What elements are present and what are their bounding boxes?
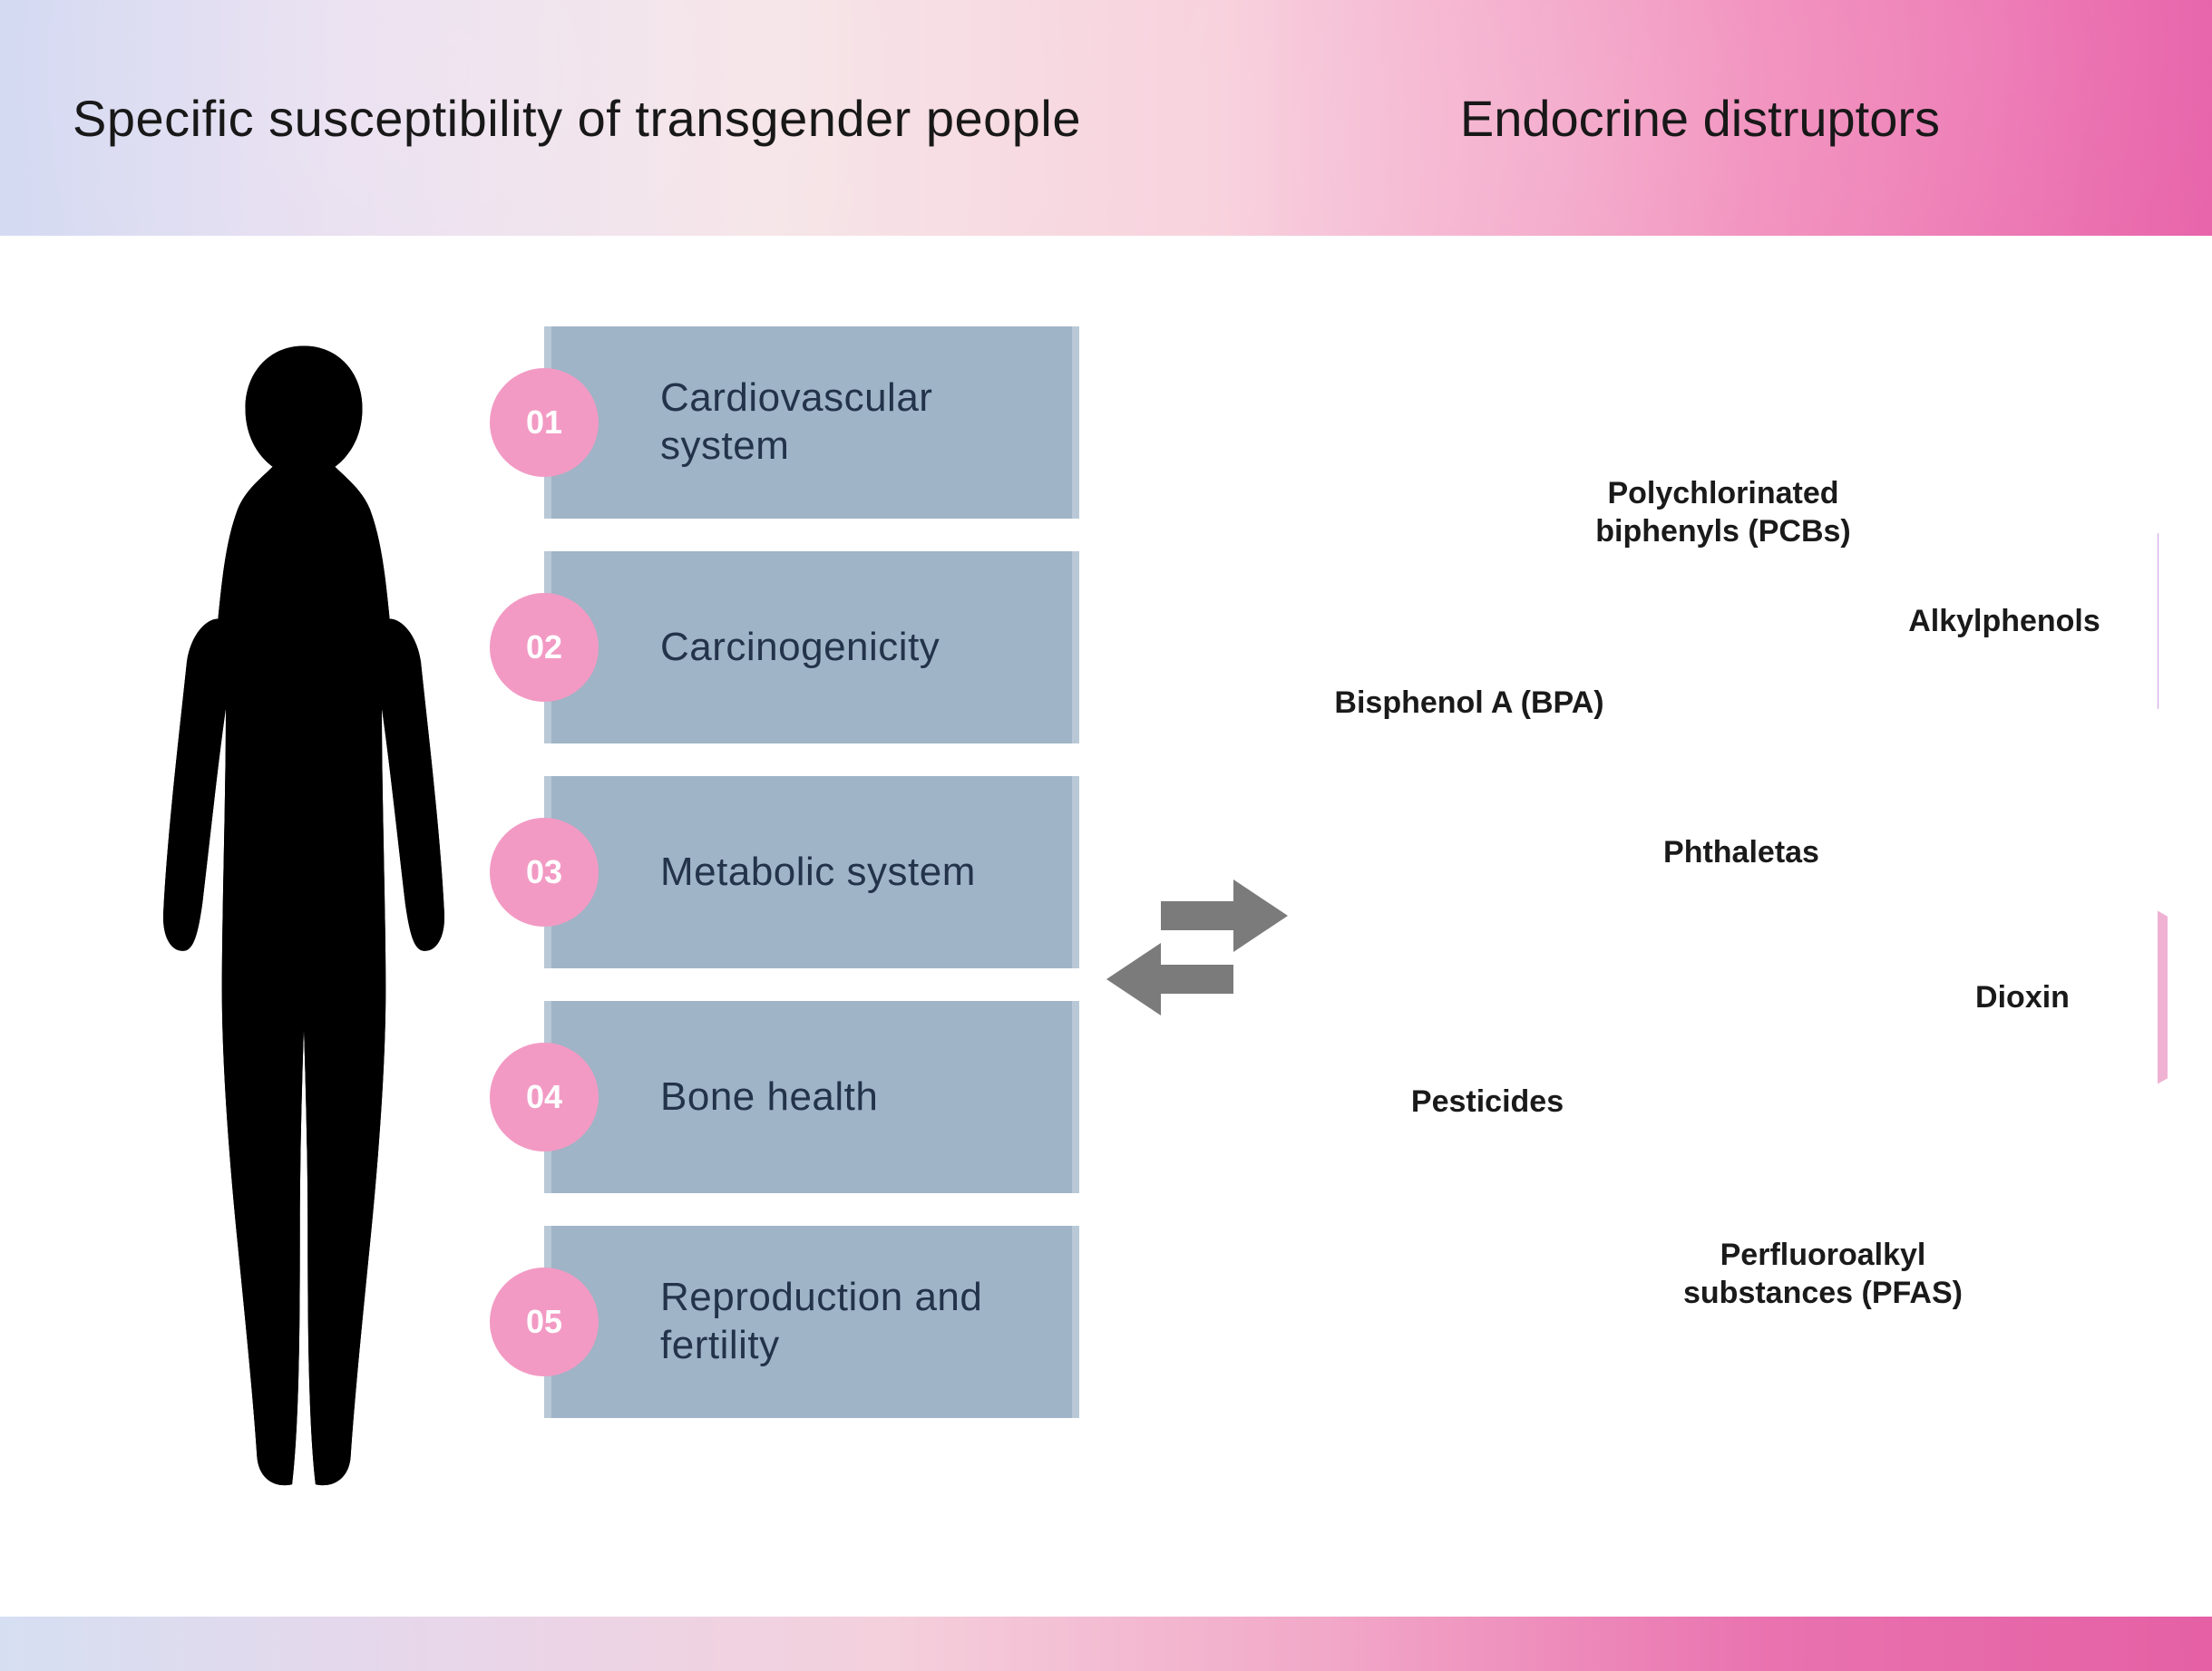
list-item: 04 Bone health — [544, 1001, 1079, 1193]
footer-band — [0, 1617, 2212, 1671]
list-label: Metabolic system — [660, 849, 976, 897]
list-box: Carcinogenicity — [544, 551, 1079, 743]
list-item: 03 Metabolic system — [544, 776, 1079, 968]
hex-label: Pesticides — [1411, 1083, 1564, 1122]
list-item: 05 Reproduction and fertility — [544, 1226, 1079, 1418]
hex-label: Perfluoroalkyl substances (PFAS) — [1678, 1236, 1968, 1313]
list-label: Cardiovascular system — [660, 374, 1045, 471]
body-right-half — [163, 346, 444, 1486]
hex-pesticides: Pesticides — [1315, 907, 1660, 1297]
list-label: Carcinogenicity — [660, 624, 940, 672]
list-item: 02 Carcinogenicity — [544, 551, 1079, 743]
list-label: Bone health — [660, 1074, 878, 1122]
susceptibility-list: 01 Cardiovascular system 02 Carcinogenic… — [544, 326, 1079, 1418]
list-badge: 01 — [490, 368, 599, 477]
bidirectional-arrow-icon — [1106, 852, 1288, 1034]
header-title-right: Endocrine distruptors — [1460, 89, 2139, 148]
hex-label: Polychlorinated biphenyls (PCBs) — [1587, 474, 1859, 551]
list-label: Reproduction and fertility — [660, 1274, 1045, 1370]
list-box: Bone health — [544, 1001, 1079, 1193]
list-item: 01 Cardiovascular system — [544, 326, 1079, 519]
list-box: Reproduction and fertility — [544, 1226, 1079, 1418]
list-badge: 02 — [490, 593, 599, 702]
content-area: 01 Cardiovascular system 02 Carcinogenic… — [54, 272, 2158, 1580]
hex-cluster: Polychlorinated biphenyls (PCBs) Alkylphe… — [1288, 326, 2158, 1496]
body-silhouette — [109, 326, 499, 1496]
header-title-left: Specific susceptibility of transgender p… — [73, 89, 1081, 148]
list-box: Cardiovascular system — [544, 326, 1079, 519]
list-badge: 04 — [490, 1043, 599, 1151]
header-band: Specific susceptibility of transgender p… — [0, 0, 2212, 236]
hex-label: Alkylphenols — [1908, 602, 2100, 641]
hex-label: Bisphenol A (BPA) — [1334, 684, 1603, 723]
list-box: Metabolic system — [544, 776, 1079, 968]
hex-label: Dioxin — [1975, 978, 2070, 1017]
hex-label: Phthaletas — [1663, 833, 1819, 872]
list-badge: 05 — [490, 1268, 599, 1376]
list-badge: 03 — [490, 818, 599, 927]
hex-pfas: Perfluoroalkyl substances (PFAS) — [1651, 1079, 1995, 1469]
